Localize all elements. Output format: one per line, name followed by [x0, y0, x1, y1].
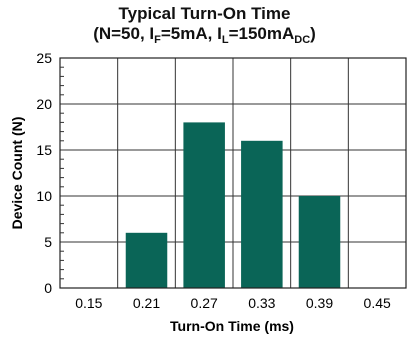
chart-subtitle: (N=50, IF=5mA, IL=150mADC): [0, 24, 409, 50]
y-tick-label: 15: [36, 142, 52, 158]
subtitle-open: (N=50, I: [93, 24, 155, 43]
bar-0.21: [125, 232, 168, 288]
subtitle-mid2: =150mA: [228, 24, 295, 43]
subtitle-sub-l: L: [221, 34, 229, 46]
y-minor-ticks: [60, 66, 64, 280]
plot-frame: [59, 57, 407, 289]
x-tick-label: 0.45: [364, 295, 391, 311]
x-tick-label: 0.15: [75, 295, 102, 311]
bars: [125, 122, 341, 289]
y-tick-labels: 0 5 10 15 20 25: [36, 50, 52, 296]
subtitle-mid1: =5mA, I: [160, 24, 222, 43]
subtitle-close: ): [310, 24, 316, 43]
subtitle-sub-f: F: [154, 34, 161, 46]
y-tick-label: 10: [36, 188, 52, 204]
y-tick-label: 5: [44, 234, 52, 250]
grid: [60, 58, 406, 288]
bar-0.33: [241, 140, 283, 288]
bar-0.27: [183, 122, 225, 289]
chart-title: Typical Turn-On Time: [118, 4, 291, 23]
x-tick-label: 0.33: [248, 295, 275, 311]
y-tick-label: 0: [44, 280, 52, 296]
y-tick-label: 20: [36, 96, 52, 112]
x-tick-label: 0.39: [306, 295, 333, 311]
x-tick-label: 0.27: [191, 295, 218, 311]
bar-0.39: [298, 196, 341, 288]
x-axis-label: Turn-On Time (ms): [170, 318, 294, 334]
y-tick-label: 25: [36, 50, 52, 66]
subtitle-sub-dc: DC: [294, 34, 311, 46]
y-axis-label: Device Count (N): [9, 117, 25, 230]
x-tick-labels: 0.15 0.21 0.27 0.33 0.39 0.45: [75, 295, 391, 311]
x-tick-label: 0.21: [133, 295, 160, 311]
